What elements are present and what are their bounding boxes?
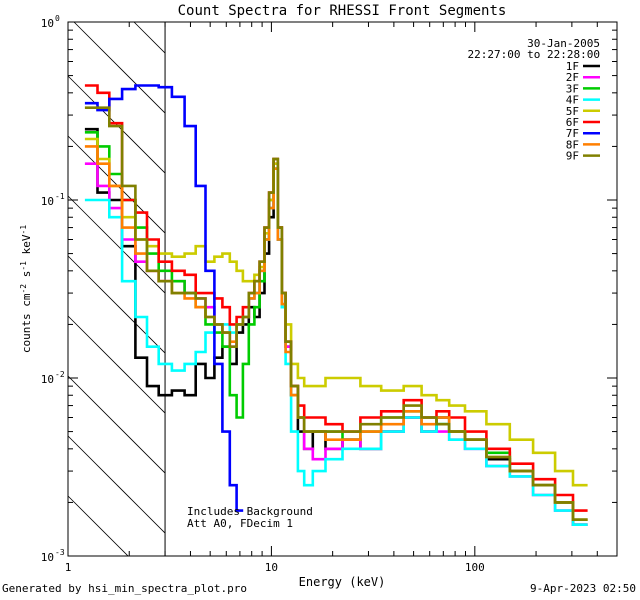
legend-label-1F: 1F <box>566 60 579 73</box>
y-label-part-3: s <box>20 271 33 284</box>
series-1F <box>84 127 588 527</box>
legend-label-7F: 7F <box>566 127 579 140</box>
y-tick-label-2: 10 <box>41 373 54 386</box>
series-6F <box>84 84 588 512</box>
series-9F <box>84 106 588 522</box>
series-3F <box>84 131 588 522</box>
annotation-background: Includes Background <box>187 505 313 518</box>
axis-ticks <box>67 22 618 557</box>
x-tick-label-1: 10 <box>265 561 278 574</box>
legend-label-9F: 9F <box>566 150 579 163</box>
chart-title: Count Spectra for RHESSI Front Segments <box>178 3 507 19</box>
hatch-line <box>67 435 166 534</box>
y-label-part-4: -1 <box>19 261 28 271</box>
hatch-line <box>73 21 166 114</box>
y-tick-exponent-0: 0 <box>55 14 60 23</box>
hatch-line <box>67 135 166 234</box>
y-label-part-5: keV <box>20 234 33 261</box>
legend-label-8F: 8F <box>566 138 579 151</box>
legend-label-2F: 2F <box>566 71 579 84</box>
hatch-line <box>67 315 166 414</box>
hatch-lines <box>67 21 166 557</box>
x-tick-label-0: 1 <box>65 561 72 574</box>
y-tick-label-1: 10 <box>41 195 54 208</box>
x-tick-labels: 1 10 100 <box>65 561 485 574</box>
x-axis-label: Energy (keV) <box>299 575 386 589</box>
series-7F <box>84 84 244 512</box>
y-label-part-2: -2 <box>19 284 28 294</box>
legend-label-6F: 6F <box>566 116 579 129</box>
hatch-line <box>67 75 166 174</box>
y-tick-exponent-3: -3 <box>55 548 65 557</box>
annotation-attenuator: Att A0, FDecim 1 <box>187 517 293 530</box>
legend-label-4F: 4F <box>566 94 579 107</box>
y-tick-label-0: 10 <box>41 17 54 30</box>
footer-timestamp: 9-Apr-2023 02:50 <box>530 582 636 595</box>
series-5F <box>84 137 588 487</box>
x-tick-label-2: 100 <box>465 561 485 574</box>
y-tick-label-3: 10 <box>41 551 54 564</box>
hatch-line <box>67 375 166 474</box>
legend-label-5F: 5F <box>566 105 579 118</box>
hatch-line <box>67 255 166 354</box>
hatch-line <box>133 21 166 54</box>
plot-frame <box>67 21 618 557</box>
series-layer <box>84 84 588 527</box>
y-tick-exponent-1: -1 <box>55 192 65 201</box>
y-tick-exponent-2: -2 <box>55 370 65 379</box>
date-label: 30-Jan-2005 <box>527 37 600 50</box>
y-label-part-1: counts cm <box>20 293 33 353</box>
time-range-label: 22:27:00 to 22:28:00 <box>468 48 600 61</box>
footer-generated-by: Generated by hsi_min_spectra_plot.pro <box>2 582 248 595</box>
hatch-line <box>67 195 166 294</box>
shaded-region-hatch <box>67 21 166 557</box>
hatch-line <box>67 495 129 557</box>
legend-label-3F: 3F <box>566 82 579 95</box>
y-label-part-6: -1 <box>19 225 28 235</box>
y-axis-label: counts cm-2 s-1 keV-1 <box>19 225 33 353</box>
